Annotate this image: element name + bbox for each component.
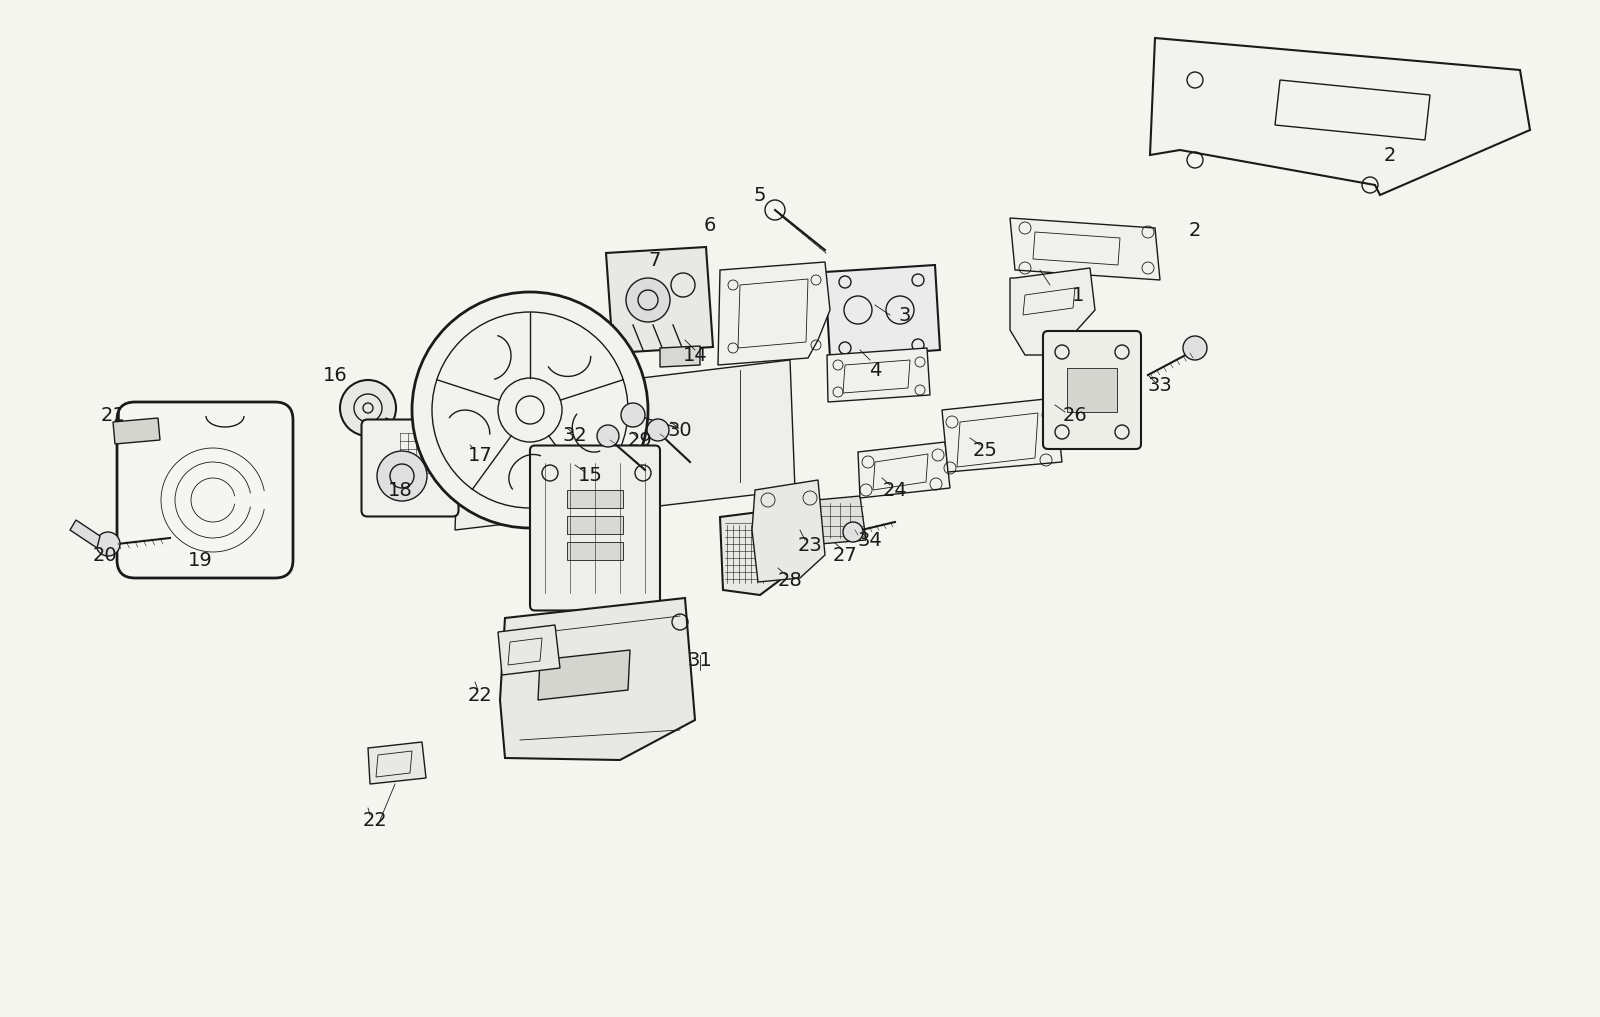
Text: 20: 20 <box>93 545 117 564</box>
Polygon shape <box>661 346 701 367</box>
Polygon shape <box>382 418 410 440</box>
Text: 16: 16 <box>323 365 347 384</box>
Circle shape <box>341 380 397 436</box>
Text: 29: 29 <box>627 430 653 450</box>
Text: 28: 28 <box>778 571 802 590</box>
Circle shape <box>461 429 478 447</box>
Polygon shape <box>538 650 630 700</box>
Polygon shape <box>566 516 622 534</box>
Text: 3: 3 <box>899 305 910 324</box>
Polygon shape <box>606 247 714 353</box>
Text: 22: 22 <box>467 685 493 705</box>
Circle shape <box>1182 336 1206 360</box>
Text: 27: 27 <box>832 545 858 564</box>
Polygon shape <box>566 542 622 560</box>
Circle shape <box>626 278 670 322</box>
Polygon shape <box>720 510 781 595</box>
Circle shape <box>646 419 669 441</box>
Text: 31: 31 <box>688 651 712 669</box>
Polygon shape <box>826 265 941 358</box>
Polygon shape <box>816 496 866 544</box>
Polygon shape <box>752 480 826 582</box>
Text: 26: 26 <box>1062 406 1088 424</box>
FancyBboxPatch shape <box>530 445 661 610</box>
Text: 2: 2 <box>1384 145 1397 165</box>
Polygon shape <box>718 262 830 365</box>
Text: 7: 7 <box>650 250 661 270</box>
Text: 30: 30 <box>667 420 693 439</box>
Polygon shape <box>454 360 795 530</box>
Text: 1: 1 <box>1072 286 1085 304</box>
Polygon shape <box>1067 368 1117 412</box>
Circle shape <box>621 403 645 427</box>
Polygon shape <box>501 598 694 760</box>
Text: 15: 15 <box>578 466 603 484</box>
Text: 18: 18 <box>387 480 413 499</box>
Polygon shape <box>1010 268 1094 355</box>
FancyBboxPatch shape <box>117 402 293 578</box>
Text: 22: 22 <box>363 811 387 830</box>
Text: 2: 2 <box>1189 221 1202 239</box>
Circle shape <box>597 425 619 447</box>
Circle shape <box>413 292 648 528</box>
FancyBboxPatch shape <box>362 419 459 517</box>
Text: 6: 6 <box>704 216 717 235</box>
Polygon shape <box>70 520 101 548</box>
Text: 14: 14 <box>683 346 707 364</box>
Polygon shape <box>827 348 930 402</box>
Polygon shape <box>566 490 622 508</box>
Polygon shape <box>1150 38 1530 195</box>
Circle shape <box>843 522 862 542</box>
Circle shape <box>96 532 120 556</box>
Text: 5: 5 <box>754 185 766 204</box>
Text: 17: 17 <box>467 445 493 465</box>
FancyBboxPatch shape <box>1043 331 1141 448</box>
Polygon shape <box>498 625 560 675</box>
Polygon shape <box>1010 218 1160 280</box>
Circle shape <box>378 451 427 501</box>
Polygon shape <box>942 398 1062 472</box>
Polygon shape <box>368 742 426 784</box>
Polygon shape <box>114 418 160 444</box>
Text: 23: 23 <box>798 536 822 554</box>
Text: 4: 4 <box>869 360 882 379</box>
Text: 25: 25 <box>973 440 997 460</box>
Text: 33: 33 <box>1147 375 1173 395</box>
Text: 19: 19 <box>187 550 213 570</box>
Text: 32: 32 <box>563 425 587 444</box>
Polygon shape <box>858 442 950 498</box>
Text: 34: 34 <box>858 531 882 549</box>
Text: 24: 24 <box>883 480 907 499</box>
Text: 21: 21 <box>101 406 125 424</box>
